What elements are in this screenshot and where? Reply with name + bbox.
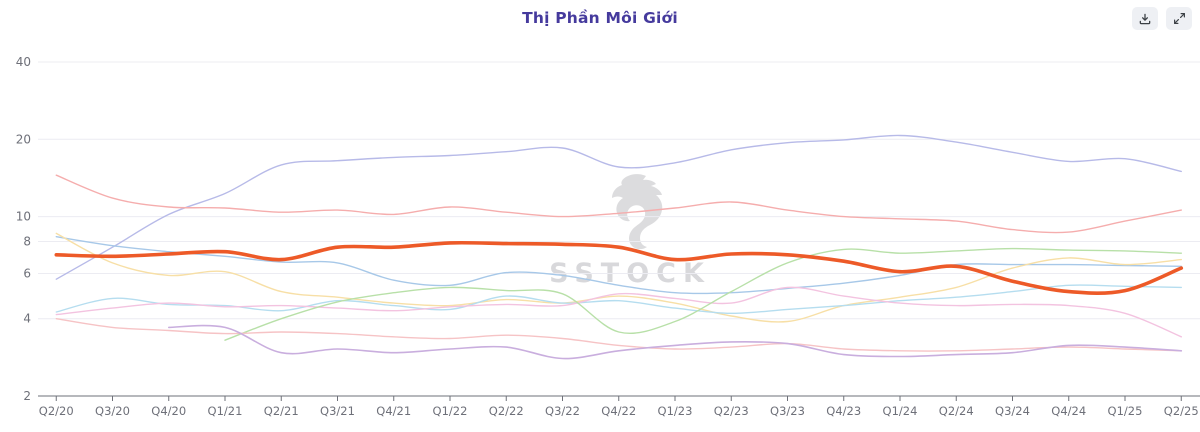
x-axis-label: Q4/20 [151, 404, 186, 418]
expand-button[interactable] [1166, 7, 1192, 30]
x-axis-label: Q4/24 [1051, 404, 1086, 418]
series-faded-salmon [55, 174, 1182, 234]
series-faded-green [224, 247, 1182, 341]
y-axis-label: 20 [16, 132, 31, 146]
download-icon [1138, 12, 1152, 26]
series-faded-lightblue [55, 284, 1182, 315]
x-axis-label: Q3/24 [995, 404, 1030, 418]
expand-icon [1173, 12, 1186, 25]
x-axis-label: Q2/25 [1164, 404, 1199, 418]
y-axis-label: 4 [23, 312, 31, 326]
y-axis-label: 6 [23, 267, 31, 281]
x-axis-label: Q4/23 [826, 404, 861, 418]
x-axis-label: Q1/25 [1108, 404, 1143, 418]
series-highlighted-orange [54, 240, 1184, 295]
x-axis-label: Q2/24 [939, 404, 974, 418]
x-axis-label: Q2/20 [39, 404, 74, 418]
download-button[interactable] [1132, 7, 1158, 30]
y-axis-label: 2 [23, 389, 31, 403]
x-axis-label: Q3/23 [770, 404, 805, 418]
x-axis-label: Q3/22 [545, 404, 580, 418]
x-axis-label: Q3/21 [320, 404, 355, 418]
x-axis-label: Q4/21 [376, 404, 411, 418]
x-axis-label: Q1/23 [658, 404, 693, 418]
x-axis-label: Q1/22 [433, 404, 468, 418]
chart-actions [1132, 7, 1192, 30]
y-axis-label: 10 [16, 210, 31, 224]
y-axis-label: 40 [16, 55, 31, 69]
chart-title: Thị Phần Môi Giới [522, 9, 678, 27]
series-faded-steelblue [55, 236, 1182, 295]
x-axis-label: Q1/21 [208, 404, 243, 418]
chart-header: Thị Phần Môi Giới [0, 0, 1200, 34]
x-axis-label: Q4/22 [601, 404, 636, 418]
x-axis-label: Q1/24 [883, 404, 918, 418]
y-axis-label: 8 [23, 234, 31, 248]
series-faded-purple [168, 324, 1183, 360]
x-axis-label: Q2/21 [264, 404, 299, 418]
x-axis-label: Q2/22 [489, 404, 524, 418]
series-faded-lightred [55, 318, 1182, 352]
x-axis-label: Q3/20 [95, 404, 130, 418]
series-faded-lavender [55, 134, 1182, 280]
series-faded-yellow [55, 232, 1182, 323]
x-axis-label: Q2/23 [714, 404, 749, 418]
series-faded-pink [55, 286, 1182, 338]
